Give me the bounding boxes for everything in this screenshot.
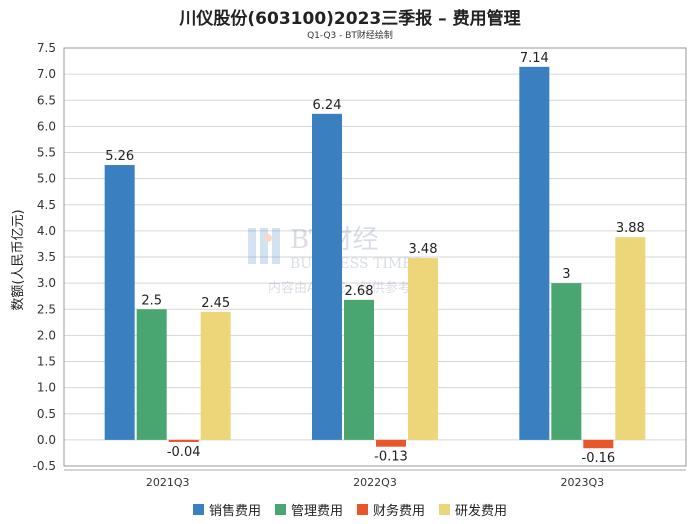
y-tick-label: 1.5: [37, 355, 56, 369]
y-tick-label: 2.0: [37, 328, 56, 342]
y-tick-label: 4.0: [37, 224, 56, 238]
legend-item-1: 销售费用: [192, 500, 261, 519]
y-tick-label: 4.5: [37, 198, 56, 212]
bar-2-2021Q3: [136, 309, 167, 440]
bar-2-2022Q3: [344, 299, 374, 440]
plot-frame: [63, 47, 687, 467]
chart-subtitle: Q1-Q3 - BT财经绘制: [307, 31, 393, 41]
bar-1-2022Q3: [312, 113, 342, 440]
data-label: 2.68: [345, 284, 374, 299]
watermark-subtitle: BUSINESS TIMES: [290, 256, 422, 272]
data-label: 2.45: [201, 296, 230, 311]
y-tick-label: 3.5: [37, 250, 56, 264]
chart-title: 川仪股份(603100)2023三季报 – 费用管理: [179, 9, 521, 29]
legend-item-3: 财务费用: [357, 500, 425, 519]
y-tick-label: 3.0: [37, 276, 56, 290]
y-tick-label: 1.0: [37, 381, 56, 395]
bar-3-2022Q3: [376, 439, 406, 447]
legend-swatch: [192, 504, 204, 515]
bar-4-2023Q3: [615, 237, 646, 440]
bar-4-2022Q3: [408, 258, 438, 440]
data-label: 6.24: [313, 98, 342, 113]
legend-label: 销售费用: [208, 504, 261, 519]
bar-1-2023Q3: [519, 66, 550, 440]
y-tick-label: 7.0: [37, 67, 56, 81]
legend-item-4: 研发费用: [439, 500, 507, 519]
legend-label: 研发费用: [455, 504, 508, 519]
chart-legend: 销售费用 管理费用 财务费用 研发费用: [0, 500, 700, 519]
bar-3-2021Q3: [168, 439, 199, 442]
legend-item-2: 管理费用: [274, 500, 343, 519]
bt-logo-icon: [248, 228, 280, 264]
y-tick-label: 5.5: [37, 146, 56, 160]
bar-1-2021Q3: [104, 165, 135, 440]
legend-swatch: [357, 504, 368, 515]
bar-2-2023Q3: [551, 283, 582, 440]
y-tick-label: 6.5: [37, 93, 56, 107]
data-label: 3.48: [409, 242, 438, 257]
legend-swatch: [274, 504, 286, 515]
legend-label: 财务费用: [373, 504, 426, 519]
data-label: 3.88: [616, 221, 645, 236]
x-tick-label: 2021Q3: [146, 476, 190, 489]
x-tick-label: 2023Q3: [561, 476, 605, 489]
legend-label: 管理费用: [290, 504, 343, 519]
y-tick-label: 7.5: [37, 41, 56, 55]
data-label: -0.16: [582, 451, 616, 466]
y-tick-label: -0.5: [33, 459, 56, 473]
data-label: 2.5: [141, 293, 162, 308]
data-label: 3: [562, 267, 570, 282]
legend-swatch: [439, 504, 451, 515]
bar-chart: BT财经 BUSINESS TIMES 内容由AI生成，仅供参考 -0.50.0…: [11, 41, 687, 489]
x-tick-label: 2022Q3: [353, 476, 397, 489]
bar-3-2023Q3: [583, 439, 614, 449]
y-axis-label: 数额(人民币亿元): [11, 209, 26, 310]
y-tick-label: 6.0: [37, 119, 56, 133]
y-tick-label: 0.5: [37, 407, 56, 421]
y-tick-label: 0.0: [37, 433, 56, 447]
bar-4-2021Q3: [200, 311, 231, 440]
y-tick-label: 2.5: [37, 302, 56, 316]
y-tick-label: 5.0: [37, 172, 56, 186]
data-label: 7.14: [520, 51, 549, 66]
data-label: 5.26: [105, 149, 134, 164]
data-label: -0.13: [374, 450, 408, 465]
data-label: -0.04: [167, 445, 201, 460]
